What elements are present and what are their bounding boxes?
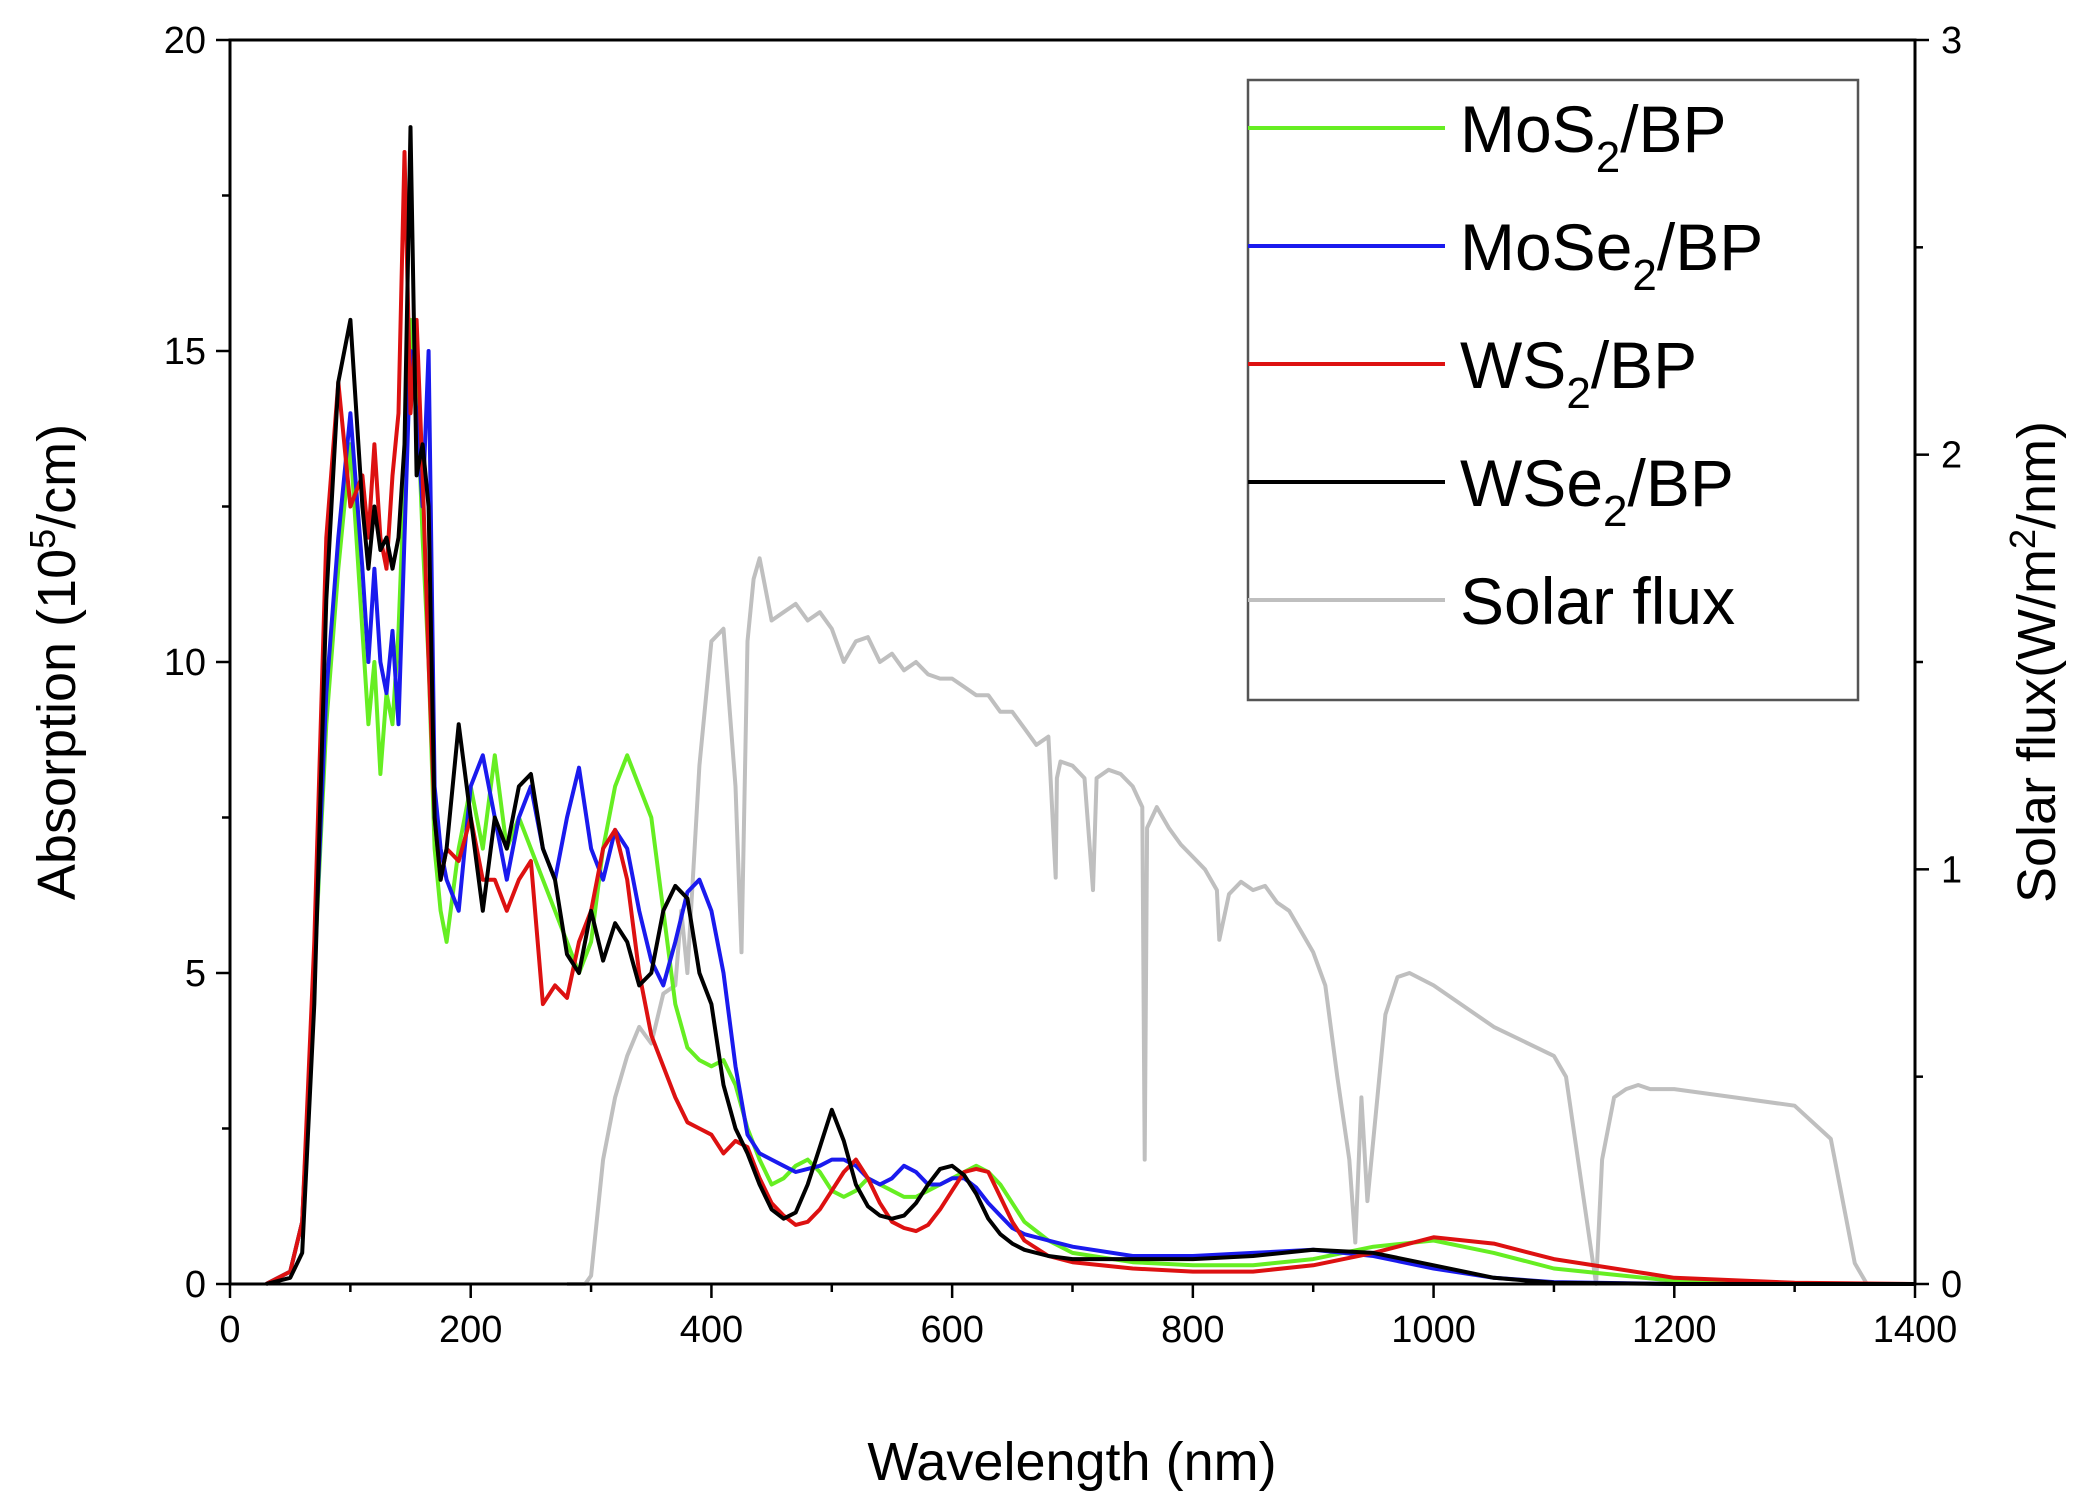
y2-tick-label: 3 bbox=[1941, 20, 1962, 62]
series-line-2 bbox=[265, 150, 1916, 1286]
legend-label: MoS2/BP bbox=[1460, 92, 1727, 182]
legend-label: Solar flux bbox=[1460, 564, 1735, 638]
x-tick-label: 0 bbox=[219, 1309, 240, 1351]
x-tick-label: 200 bbox=[439, 1309, 502, 1351]
x-axis-title: Wavelength (nm) bbox=[867, 1432, 1276, 1492]
series-layer bbox=[265, 125, 1916, 1286]
x-tick-label: 1200 bbox=[1632, 1309, 1717, 1351]
y2-axis-title: Solar flux(W/m2/nm) bbox=[2002, 421, 2067, 903]
y2-tick-label: 2 bbox=[1941, 435, 1962, 477]
legend-label: MoSe2/BP bbox=[1460, 210, 1763, 300]
y2-tick-label: 1 bbox=[1941, 849, 1962, 891]
y-tick-label: 0 bbox=[185, 1264, 206, 1306]
series-line-4 bbox=[567, 556, 1869, 1286]
x-tick-label: 600 bbox=[920, 1309, 983, 1351]
x-tick-label: 800 bbox=[1161, 1309, 1224, 1351]
y-tick-label: 5 bbox=[185, 953, 206, 995]
y2-tick-label: 0 bbox=[1941, 1264, 1962, 1306]
x-tick-label: 1000 bbox=[1391, 1309, 1476, 1351]
x-tick-label: 1400 bbox=[1873, 1309, 1958, 1351]
x-tick-label: 400 bbox=[680, 1309, 743, 1351]
legend-box bbox=[1246, 78, 1860, 702]
y-tick-label: 10 bbox=[164, 642, 206, 684]
y-tick-label: 15 bbox=[164, 331, 206, 373]
legend-entries: MoS2/BP MoSe2/BP WS2/BP WSe2/BP Solar flux bbox=[1248, 92, 1763, 638]
y-axis-title: Absorption (105/cm) bbox=[22, 424, 87, 900]
y-tick-label: 20 bbox=[164, 20, 206, 62]
legend-label: WS2/BP bbox=[1460, 328, 1697, 418]
series-line-3 bbox=[265, 125, 1915, 1286]
legend-label: WSe2/BP bbox=[1460, 446, 1734, 536]
series-line-0 bbox=[265, 317, 1915, 1286]
legend: MoS2/BP MoSe2/BP WS2/BP WSe2/BP Solar flux bbox=[1246, 78, 1860, 702]
